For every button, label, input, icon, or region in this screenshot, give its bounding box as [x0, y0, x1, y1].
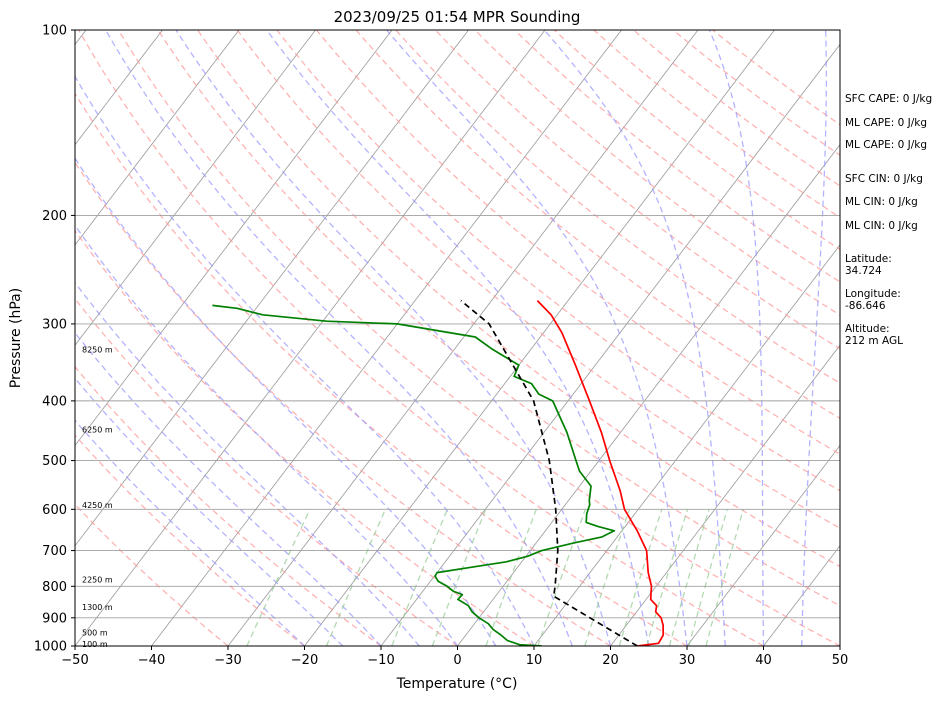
ml-cin-text-2: ML CIN: 0 J/kg	[845, 220, 918, 232]
altitude-label: Altitude:	[845, 323, 890, 335]
y-tick-label: 400	[42, 394, 67, 409]
y-tick-label: 600	[42, 503, 67, 518]
x-tick-label: 30	[679, 653, 696, 668]
sfc-cin-text: SFC CIN: 0 J/kg	[845, 173, 923, 185]
x-tick-label: 50	[832, 653, 849, 668]
x-tick-label: −30	[214, 653, 241, 668]
height-label: 500 m	[82, 628, 108, 637]
ml-cape-text-2: ML CAPE: 0 J/kg	[845, 139, 927, 151]
x-tick-label: −50	[61, 653, 88, 668]
latitude-label: Latitude:	[845, 253, 892, 265]
longitude-label: Longitude:	[845, 288, 901, 300]
y-tick-label: 300	[42, 317, 67, 332]
x-tick-label: −10	[367, 653, 394, 668]
y-axis-label: Pressure (hPa)	[8, 288, 24, 388]
height-label: 4250 m	[82, 501, 113, 510]
y-tick-label: 900	[42, 611, 67, 626]
y-tick-label: 700	[42, 544, 67, 559]
x-tick-label: −20	[291, 653, 318, 668]
ml-cin-text: ML CIN: 0 J/kg	[845, 196, 918, 208]
y-tick-label: 500	[42, 454, 67, 469]
x-axis-label: Temperature (°C)	[396, 676, 518, 692]
height-label: 1300 m	[82, 603, 113, 612]
y-tick-label: 100	[42, 24, 67, 39]
chart-title: 2023/09/25 01:54 MPR Sounding	[334, 8, 581, 26]
height-label: 8250 m	[82, 345, 113, 354]
y-tick-label: 1000	[34, 640, 67, 655]
ml-cape-text: ML CAPE: 0 J/kg	[845, 117, 927, 129]
y-tick-label: 800	[42, 580, 67, 595]
x-tick-label: 40	[755, 653, 772, 668]
longitude-value: -86.646	[845, 300, 886, 312]
altitude-value: 212 m AGL	[845, 335, 903, 347]
height-label: 100 m	[82, 640, 108, 649]
sfc-cape-text: SFC CAPE: 0 J/kg	[845, 93, 932, 105]
y-tick-label: 200	[42, 209, 67, 224]
x-tick-label: 0	[453, 653, 461, 668]
x-tick-label: 10	[526, 653, 543, 668]
latitude-value: 34.724	[845, 265, 882, 277]
height-label: 2250 m	[82, 576, 113, 585]
x-tick-label: −40	[138, 653, 165, 668]
x-tick-label: 20	[602, 653, 619, 668]
height-label: 6250 m	[82, 425, 113, 434]
